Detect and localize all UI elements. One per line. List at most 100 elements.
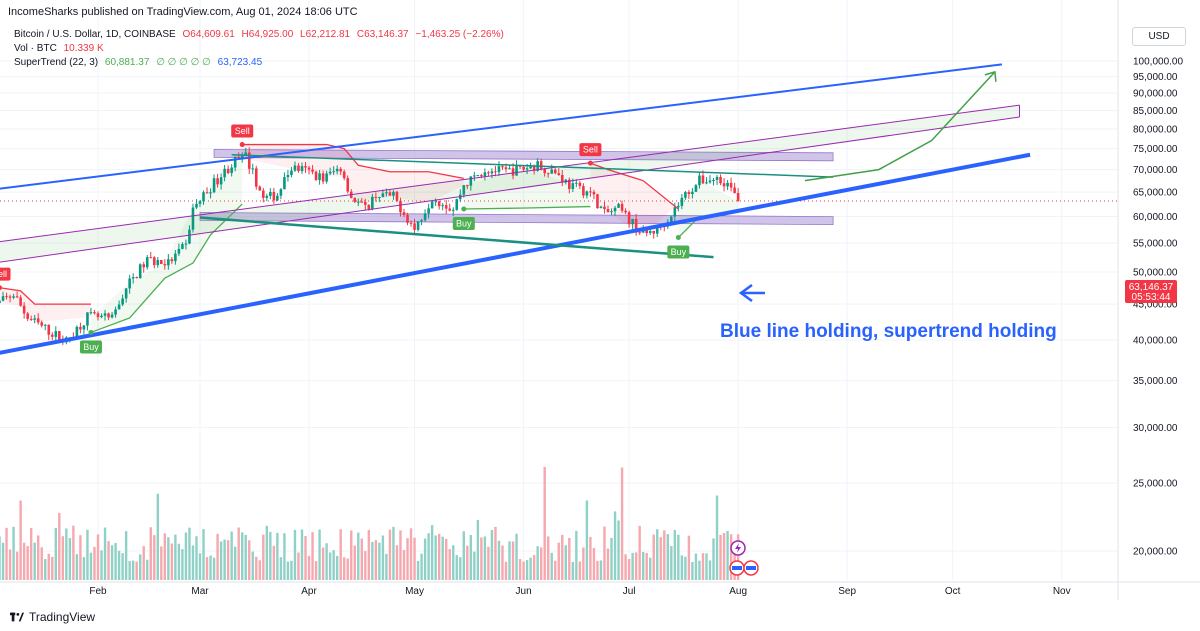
legend-symbol-row[interactable]: Bitcoin / U.S. Dollar, 1D, COINBASE O64,… [14,28,504,42]
volume-bar [0,536,1,580]
candle-body [138,264,142,279]
volume-bar [494,526,497,580]
candle-body [149,257,153,259]
candle-body [406,214,409,223]
purple-channel-upper [0,104,1020,243]
candle-body [388,192,392,196]
volume-bar [596,560,599,580]
trendline-drawings [0,63,1031,355]
candle-body [371,196,374,210]
volume-bar [736,534,740,580]
supertrend-empty-values: ∅ ∅ ∅ ∅ ∅ [156,57,211,68]
volume-bar [191,545,195,580]
candle-body [508,168,511,170]
projection-arrow-line [804,71,996,182]
price-tick-label: 90,000.00 [1133,89,1178,100]
candle-body [444,205,448,209]
volume-bar [406,538,409,580]
change-value: −1,463.25 (−2.26%) [415,29,504,40]
volume-bar [61,536,65,580]
volume-bar [437,533,441,580]
volume-bar [139,554,142,580]
indicator-icons[interactable] [729,540,759,576]
volume-bar [357,532,360,580]
volume-bar [694,553,698,580]
candle-body [262,190,265,198]
candle-body [568,179,571,189]
candle-body [476,175,480,177]
price-tick-label: 60,000.00 [1133,212,1178,223]
sell-signal-label: Sell [235,126,250,136]
time-axis[interactable]: Feb Mar Apr May Jun Jul Aug Sep Oct Nov [0,581,1200,597]
volume-bar [304,536,307,580]
volume-bar [276,532,279,580]
candle-body [641,229,645,233]
candle-body [107,313,110,318]
volume-bar [501,545,504,580]
candle-body [240,154,244,158]
chart-legend: Bitcoin / U.S. Dollar, 1D, COINBASE O64,… [14,28,504,70]
candle-body [624,210,627,213]
supertrend-label[interactable]: SuperTrend (22, 3) [14,57,99,68]
footer-brand-text: TradingView [29,610,96,624]
candle-body [304,166,307,168]
volume-bar [75,554,79,580]
volume-bar [318,529,321,580]
candle-body [152,257,156,266]
chart-grid [0,0,1118,580]
time-tick-label: Nov [1053,586,1071,597]
candle-body [483,172,487,177]
candle-body [437,201,441,207]
sell-signal-dot [0,285,3,291]
candle-body [346,178,350,192]
volume-bar [575,530,578,580]
candle-body [86,312,89,326]
price-axis[interactable]: 100,000.00 95,000.00 90,000.00 85,000.00 80,… [1117,0,1183,600]
candle-body [8,296,12,298]
candle-body [638,232,641,234]
candle-body [466,185,469,187]
candle-body [733,187,736,194]
volume-bar [339,529,342,580]
volume-bar [37,535,40,580]
flash-glyph [735,543,741,553]
volume-bar [293,529,297,580]
volume-bar [82,557,86,580]
candle-body [603,206,606,210]
volume-bar [216,533,219,580]
price-tick-label: 65,000.00 [1133,188,1178,199]
candle-body [332,171,335,173]
legend-supertrend-row[interactable]: SuperTrend (22, 3) 60,881.37 ∅ ∅ ∅ ∅ ∅ 6… [14,56,504,70]
sell-signal-dot [587,160,593,166]
currency-selector[interactable]: USD [1132,27,1186,46]
candle-body [557,173,561,175]
candle-body [652,230,656,234]
candle-body [300,166,304,172]
candle-body [673,207,677,217]
candle-body [131,277,135,279]
symbol-label[interactable]: Bitcoin / U.S. Dollar, 1D, COINBASE [14,29,176,40]
volume-bar [321,547,325,580]
volume-bar [212,557,216,580]
candle-body [314,171,318,180]
candle-body [480,175,483,177]
volume-bar [19,500,22,580]
volume-bar [445,538,448,580]
volume-bar [497,540,501,580]
price-tick-label: 45,000.00 [1133,300,1178,311]
candle-body [219,177,223,185]
supertrend-up-line [90,203,243,334]
candle-body [124,288,128,299]
candle-body [543,168,546,174]
volume-bar [353,545,356,580]
volume-bar [209,555,212,580]
candle-body [0,300,1,304]
candle-body [335,168,339,172]
legend-volume-row[interactable]: Vol · BTC 10.339 K [14,42,504,56]
volume-bar [729,534,733,580]
volume-bar [181,549,184,580]
buy-signal-dot [88,329,94,335]
volume-label[interactable]: Vol · BTC [14,43,57,54]
volume-bar [297,552,300,580]
